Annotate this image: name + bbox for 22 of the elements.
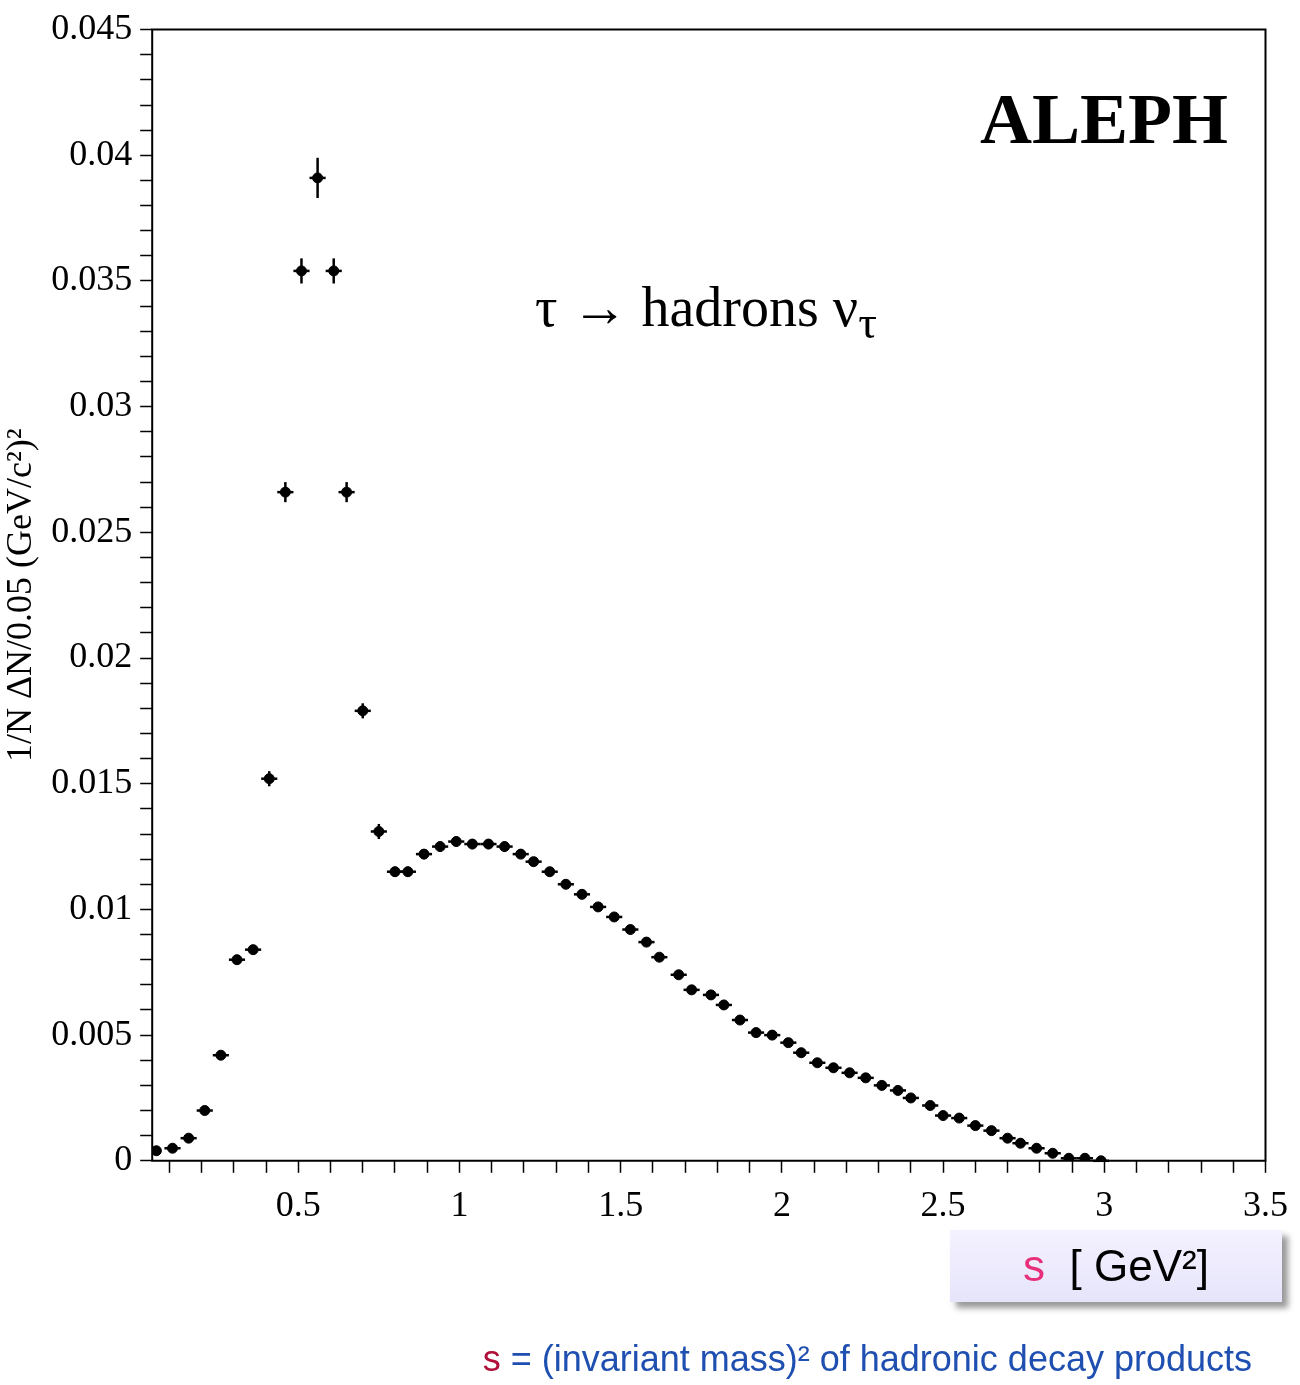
y-tick-label: 0.04 <box>69 132 133 173</box>
x-tick-label: 2 <box>772 1183 791 1224</box>
annotation: ALEPH <box>979 78 1228 161</box>
x-axis-title: s [ GeV²] <box>1023 1241 1209 1291</box>
x-tick-label: 3.5 <box>1243 1183 1288 1224</box>
y-tick-label: 0.02 <box>69 635 133 676</box>
y-axis-title: 1/N ΔN/0.05 (GeV/c²)² <box>0 428 40 763</box>
annotation: τ → hadrons ν$_{τ}$ <box>535 275 877 350</box>
text: s = (invariant mass)² of hadronic decay products <box>482 1338 1252 1379</box>
y-tick-label: 0.025 <box>51 509 133 550</box>
y-tick-label: 0.045 <box>51 7 133 48</box>
y-tick-label: 0.01 <box>69 886 133 927</box>
y-tick-label: 0 <box>114 1138 133 1179</box>
y-tick-label: 0.005 <box>51 1012 133 1053</box>
y-tick-label: 0.015 <box>51 761 133 802</box>
x-tick-label: 2.5 <box>920 1183 966 1224</box>
x-tick-label: 0.5 <box>275 1183 321 1224</box>
x-tick-label: 1.5 <box>598 1183 644 1224</box>
y-tick-label: 0.035 <box>51 258 133 299</box>
x-tick-label: 3 <box>1095 1183 1114 1224</box>
y-tick-label: 0.03 <box>69 384 133 425</box>
x-tick-label: 1 <box>450 1183 469 1224</box>
